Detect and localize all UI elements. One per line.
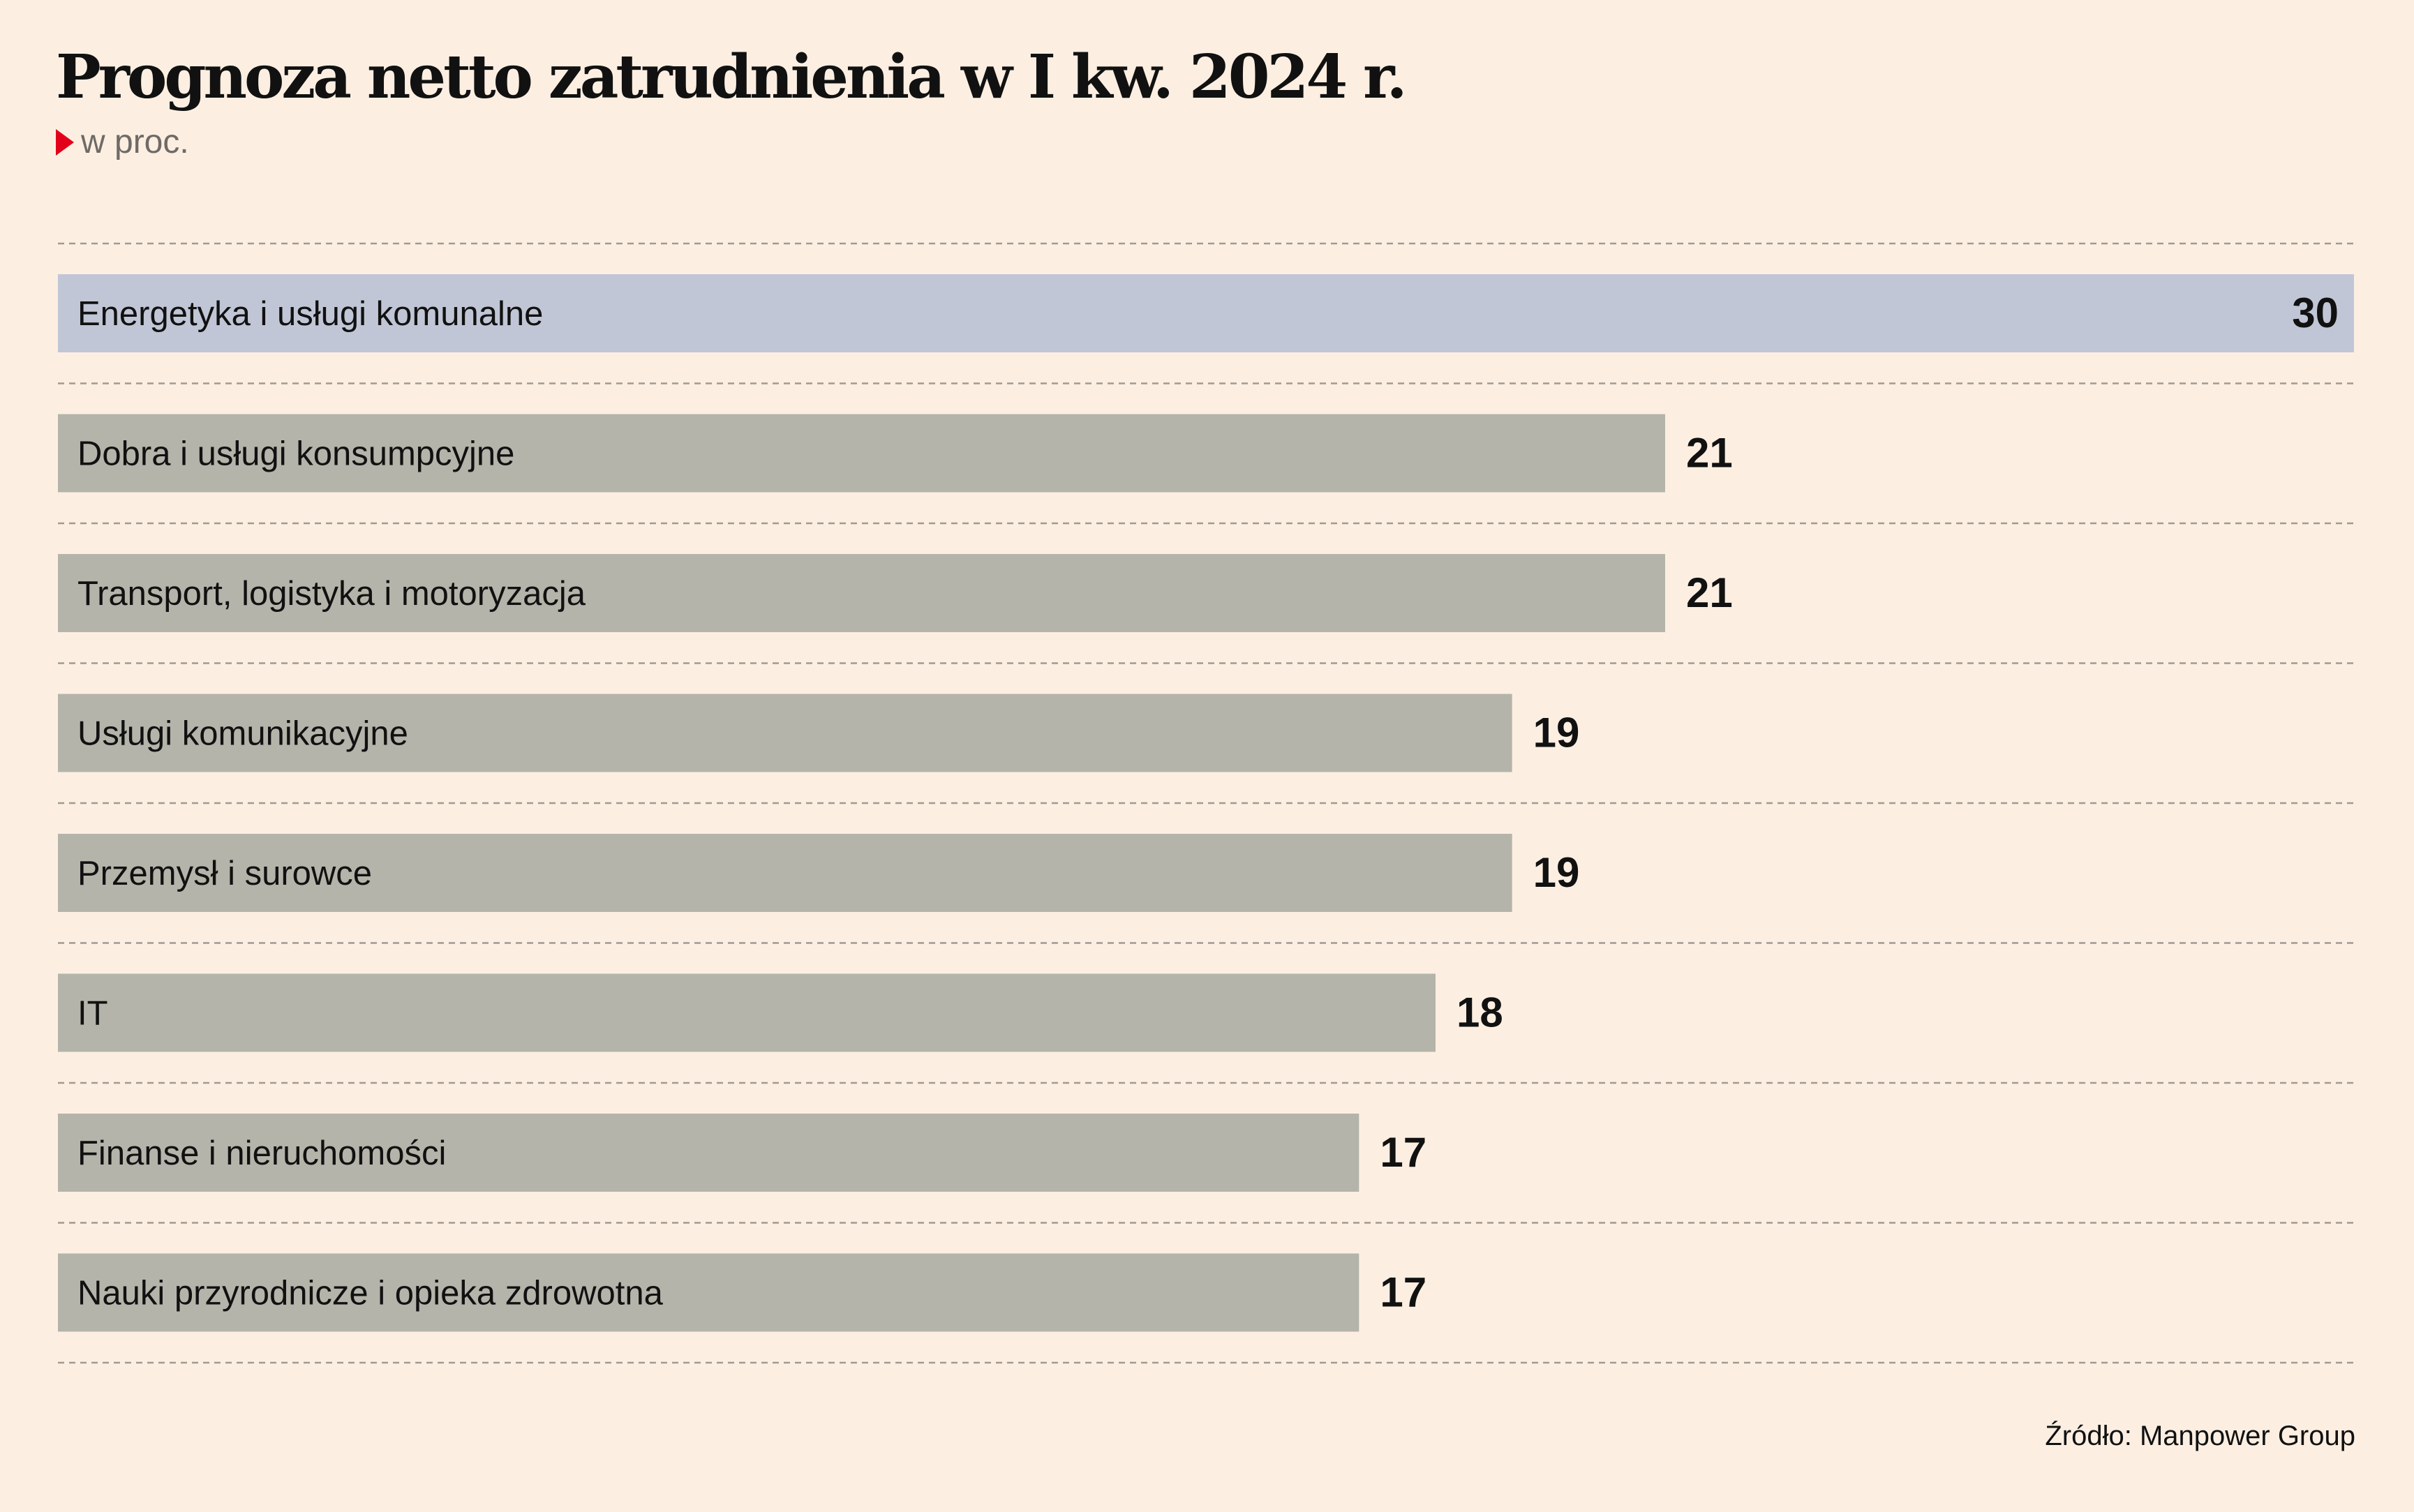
category-label: Transport, logistyka i motoryzacja bbox=[77, 575, 586, 613]
value-label: 18 bbox=[1456, 989, 1503, 1036]
bar bbox=[58, 694, 1512, 772]
bar bbox=[58, 1253, 1359, 1332]
value-label: 21 bbox=[1686, 569, 1733, 616]
bar bbox=[58, 834, 1512, 912]
chart-subtitle: w proc. bbox=[56, 123, 189, 161]
category-label: IT bbox=[77, 995, 108, 1033]
value-label: 30 bbox=[2292, 290, 2339, 336]
category-label: Dobra i usługi konsumpcyjne bbox=[77, 435, 514, 473]
value-label: 17 bbox=[1380, 1129, 1426, 1176]
category-label: Finanse i nieruchomości bbox=[77, 1135, 446, 1172]
bar bbox=[58, 554, 1665, 632]
unit-label: w proc. bbox=[81, 123, 189, 160]
bar bbox=[58, 414, 1665, 493]
category-label: Energetyka i usługi komunalne bbox=[77, 295, 543, 333]
value-label: 17 bbox=[1380, 1269, 1426, 1316]
category-label: Przemysł i surowce bbox=[77, 855, 372, 892]
value-label: 19 bbox=[1533, 710, 1580, 756]
bar bbox=[58, 1114, 1359, 1192]
triangle-marker-icon bbox=[56, 128, 74, 156]
category-label: Usługi komunikacyjne bbox=[77, 715, 408, 753]
bar bbox=[58, 973, 1436, 1052]
category-label: Nauki przyrodnicze i opieka zdrowotna bbox=[77, 1275, 664, 1312]
bar bbox=[58, 274, 2354, 352]
value-label: 21 bbox=[1686, 430, 1733, 477]
source-note: Źródło: Manpower Group bbox=[2045, 1421, 2355, 1451]
value-label: 19 bbox=[1533, 849, 1580, 896]
chart-title: Prognoza netto zatrudnienia w I kw. 2024… bbox=[56, 42, 1408, 112]
